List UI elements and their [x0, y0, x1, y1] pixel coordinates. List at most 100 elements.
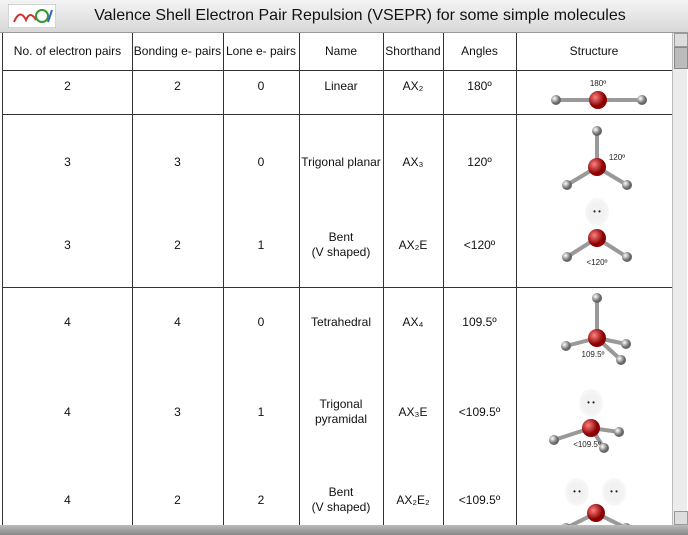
logo [8, 4, 56, 28]
lone-pairs: 0 [257, 154, 265, 169]
scroll-up[interactable] [674, 33, 688, 47]
name: Bent (V shaped) [299, 480, 383, 520]
bonding-pairs: 3 [174, 154, 181, 169]
electron-pairs: 2 [64, 78, 71, 93]
bonding-pairs: 3 [174, 404, 181, 419]
lone-pairs: 1 [257, 237, 265, 252]
angles: <120º [463, 237, 496, 252]
shorthand: AX₂E₂ [396, 492, 430, 507]
column-header: Angles [461, 43, 498, 58]
name-line: Trigonal [319, 397, 363, 411]
angles: 180º [467, 78, 492, 93]
bonding-pairs: 2 [174, 492, 181, 507]
atom [562, 252, 572, 262]
bonding-pairs: 4 [174, 314, 181, 329]
column-divider [443, 33, 444, 525]
electron-pairs: 4 [64, 492, 71, 507]
shorthand: AX₃ [402, 154, 424, 169]
lone-pairs: 2 [257, 492, 265, 507]
name: Trigonal pyramidal [299, 392, 383, 432]
name-line: (V shaped) [311, 500, 371, 514]
bottom-bar [0, 525, 688, 535]
scrollbar[interactable] [672, 33, 688, 525]
scroll-down[interactable] [674, 511, 688, 525]
central-atom [588, 158, 606, 176]
atom [599, 443, 609, 453]
row-divider [3, 114, 672, 115]
electron-pairs: 4 [64, 404, 71, 419]
atom [549, 435, 559, 445]
shorthand: AX₃E [398, 404, 428, 419]
atom [614, 427, 624, 437]
atom [562, 523, 570, 525]
column-divider [383, 33, 384, 525]
structures: 180º 120º • • <120º 109.5º • • <109.5º • • • • [549, 79, 647, 525]
atom [622, 180, 632, 190]
atom [551, 95, 561, 105]
angle-label: <109.5º [573, 440, 601, 449]
column-header: Structure [569, 43, 619, 58]
scroll-thumb[interactable] [674, 47, 688, 69]
electron-pairs: 4 [64, 314, 71, 329]
column-header: No. of electron pairs [13, 43, 122, 58]
column-divider [516, 33, 517, 525]
lone-pair-dots: • • [587, 398, 595, 407]
row-divider [3, 70, 672, 71]
atom [622, 252, 632, 262]
central-atom [582, 419, 600, 437]
name-line: (V shaped) [311, 245, 371, 259]
lone-pair-dots: • • [573, 487, 581, 496]
lone-pair [602, 478, 626, 506]
title-bar: Valence Shell Electron Pair Repulsion (V… [0, 0, 688, 33]
name: Tetrahedral [299, 302, 383, 342]
angle-label: <120º [587, 258, 608, 267]
name: Trigonal planar [299, 142, 383, 182]
lone-pair [585, 198, 609, 226]
shorthand: AX₂E [398, 237, 428, 252]
bonding-pairs: 2 [174, 237, 181, 252]
atom [561, 341, 571, 351]
column-header: Shorthand [385, 43, 441, 58]
name-line: Linear [324, 78, 358, 93]
angles: <109.5º [458, 404, 501, 419]
atom [562, 180, 572, 190]
column-header: Bonding e- pairs [133, 43, 222, 58]
column-divider [223, 33, 224, 525]
angle-label: 109.5º [582, 350, 605, 359]
column-header: Name [324, 43, 357, 58]
central-atom [588, 229, 606, 247]
angles: <109.5º [458, 492, 501, 507]
angle-label: 180º [590, 79, 606, 88]
shorthand: AX₂ [402, 78, 424, 93]
atom [637, 95, 647, 105]
name: Linear [299, 66, 383, 106]
atom [592, 293, 602, 303]
central-atom [589, 91, 607, 109]
atom [621, 339, 631, 349]
name-line: Tetrahedral [310, 314, 372, 329]
angles: 109.5º [462, 314, 497, 329]
name: Bent (V shaped) [299, 225, 383, 265]
column-header: Lone e- pairs [225, 43, 297, 58]
table: No. of electron pairs Bonding e- pairs Lon… [2, 33, 673, 525]
angle-label: 120º [609, 153, 625, 162]
lone-pair [565, 478, 589, 506]
atom [616, 355, 626, 365]
name-line: pyramidal [314, 412, 368, 426]
shorthand: AX₄ [402, 314, 424, 329]
title: Valence Shell Electron Pair Repulsion (V… [94, 7, 626, 24]
atom [592, 126, 602, 136]
central-atom [588, 329, 606, 347]
lone-pairs: 0 [257, 78, 265, 93]
name-line: Bent [328, 485, 354, 499]
name-line: Bent [328, 230, 354, 244]
lone-pair-dots: • • [610, 487, 618, 496]
central-atom [587, 504, 605, 522]
column-divider [299, 33, 300, 525]
lone-pairs: 0 [257, 314, 265, 329]
angles: 120º [467, 154, 492, 169]
bonding-pairs: 2 [174, 78, 181, 93]
electron-pairs: 3 [64, 237, 71, 252]
column-divider [132, 33, 133, 525]
